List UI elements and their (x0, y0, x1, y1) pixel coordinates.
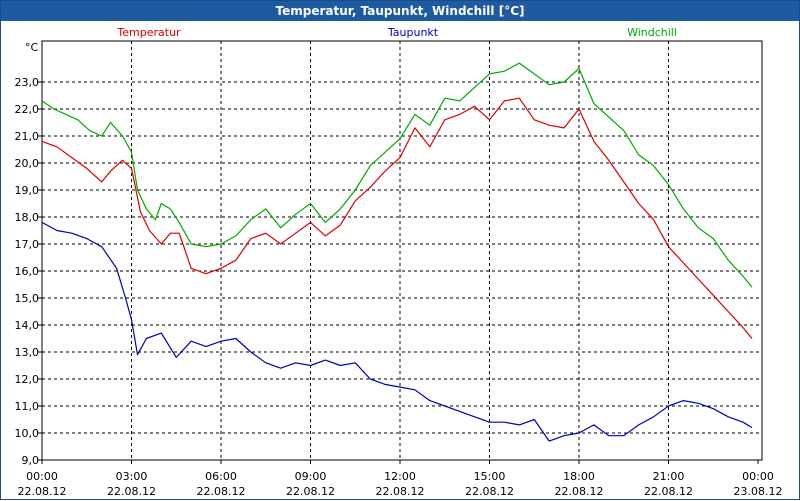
x-tick-date: 22.08.12 (18, 485, 67, 498)
plot-area (41, 40, 763, 461)
chart-title: Temperatur, Taupunkt, Windchill [°C] (1, 1, 799, 21)
y-tick-label: 23,0 (15, 76, 40, 89)
x-tick-time: 12:00 (384, 470, 416, 483)
x-tick-time: 00:00 (742, 470, 774, 483)
x-tick-time: 18:00 (563, 470, 595, 483)
x-tick-time: 21:00 (653, 470, 685, 483)
legend: Temperatur Taupunkt Windchill (116, 26, 677, 39)
y-axis-unit: °C (25, 41, 39, 54)
y-tick-label: 21,0 (15, 130, 40, 143)
series-line-windchill (41, 62, 753, 288)
y-tick-label: 17,0 (15, 238, 40, 251)
y-tick-label: 20,0 (15, 157, 40, 170)
y-tick-label: 13,0 (15, 346, 40, 359)
legend-windchill: Windchill (627, 26, 677, 39)
x-tick-date: 22.08.12 (376, 485, 425, 498)
grid-lines (38, 41, 762, 464)
y-tick-label: 10,0 (15, 427, 40, 440)
x-tick-labels: 00:00 22.08.12 03:00 22.08.12 06:00 22.08.12 0… (18, 470, 783, 498)
y-tick-label: 11,0 (15, 400, 40, 413)
x-tick-date: 22.08.12 (107, 485, 156, 498)
legend-temperatur: Temperatur (116, 26, 181, 39)
x-tick-time: 00:00 (26, 470, 58, 483)
x-tick-date: 22.08.12 (555, 485, 604, 498)
x-tick-date: 22.08.12 (286, 485, 335, 498)
y-tick-label: 9,0 (22, 454, 40, 467)
x-tick-date: 22.08.12 (465, 485, 514, 498)
legend-taupunkt: Taupunkt (387, 26, 439, 39)
x-tick-date: 22.08.12 (197, 485, 246, 498)
series-lines (41, 62, 753, 442)
y-tick-label: 19,0 (15, 184, 40, 197)
series-line-taupunkt (41, 221, 753, 442)
y-tick-labels: 9,0 10,0 11,0 12,0 13,0 14,0 15,0 16,0 17,0 18,0 1… (15, 76, 40, 467)
y-tick-label: 18,0 (15, 211, 40, 224)
x-tick-time: 06:00 (205, 470, 237, 483)
series-line-temperatur (41, 97, 753, 339)
x-tick-date: 22.08.12 (644, 485, 693, 498)
x-tick-time: 09:00 (295, 470, 327, 483)
x-tick-time: 15:00 (474, 470, 506, 483)
y-tick-label: 12,0 (15, 373, 40, 386)
y-tick-label: 16,0 (15, 265, 40, 278)
y-tick-label: 14,0 (15, 319, 40, 332)
y-tick-label: 22,0 (15, 103, 40, 116)
y-tick-label: 15,0 (15, 292, 40, 305)
x-tick-date: 23.08.12 (734, 485, 783, 498)
x-tick-time: 03:00 (116, 470, 148, 483)
